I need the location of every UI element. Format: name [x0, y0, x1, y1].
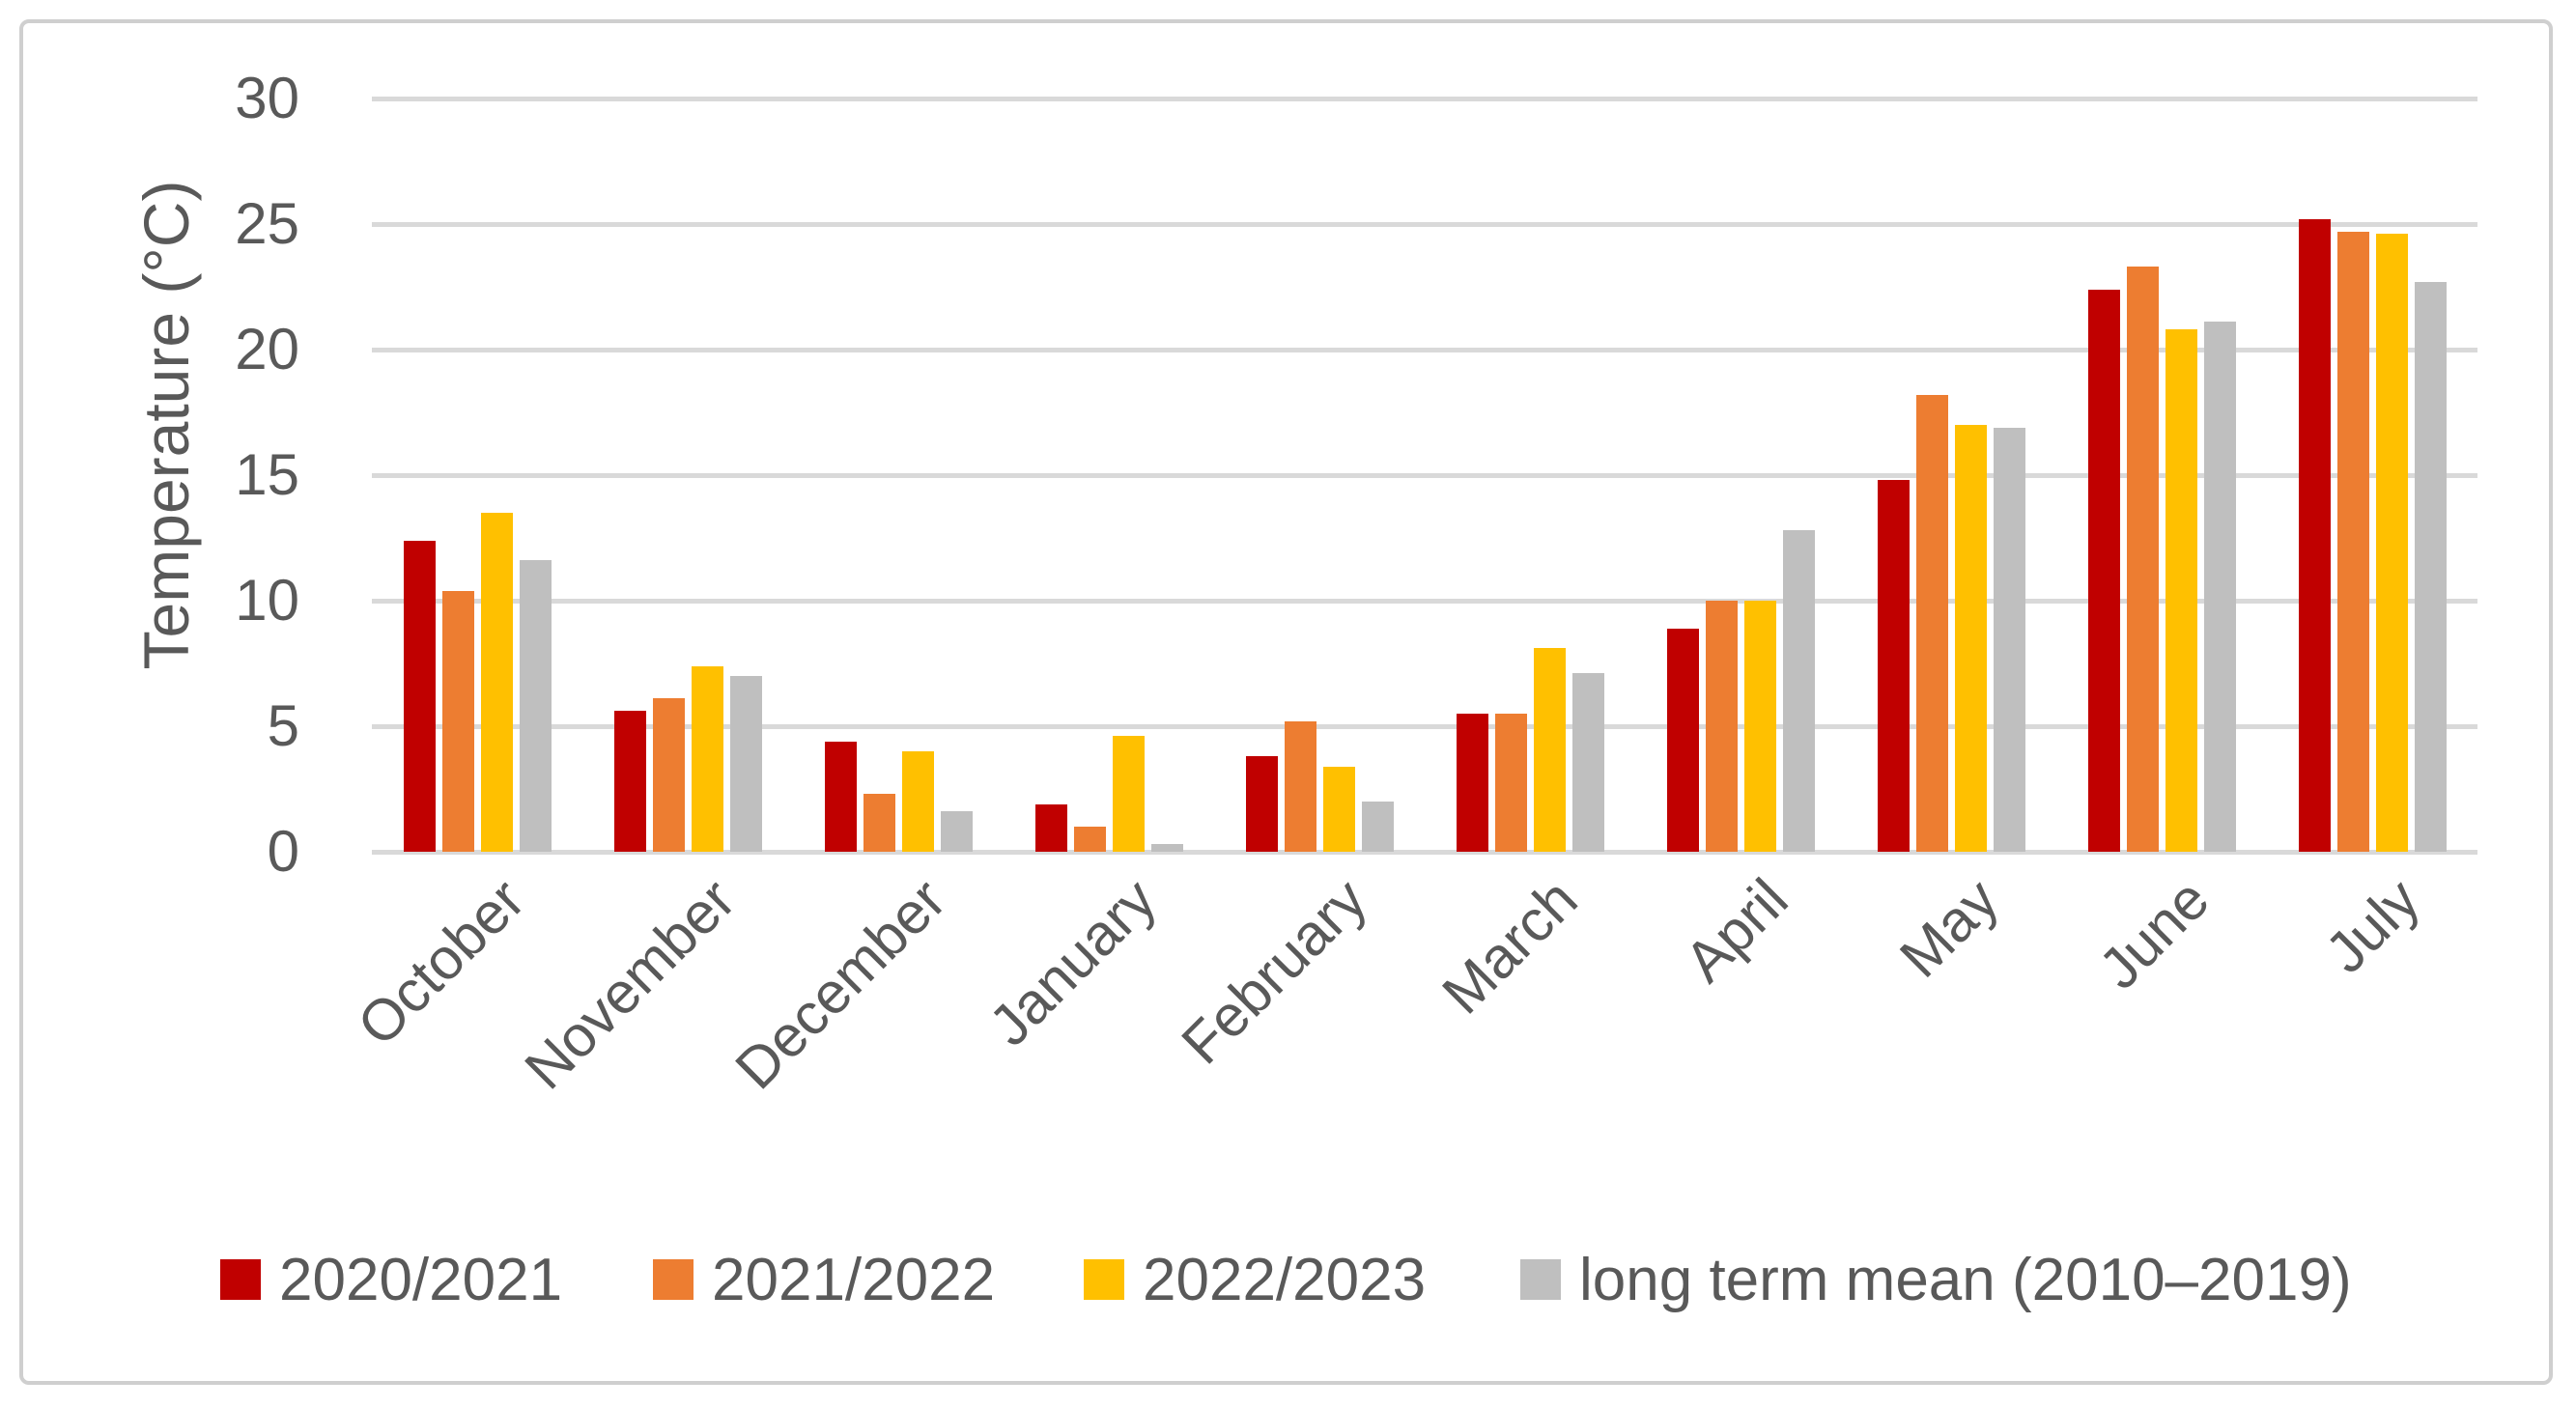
- bar-february-2021-2022: [1285, 721, 1316, 852]
- bar-january-2020-2021: [1035, 804, 1067, 852]
- bar-march-2022-2023: [1534, 648, 1566, 852]
- y-tick-label-10: 10: [235, 568, 299, 633]
- gridline-0: [372, 850, 2477, 855]
- bar-december-2020-2021: [825, 742, 857, 852]
- bar-july-2020-2021: [2299, 219, 2331, 852]
- gridline-15: [372, 473, 2477, 478]
- bar-october-2021-2022: [442, 591, 474, 852]
- bar-june-2022-2023: [2166, 329, 2197, 852]
- legend-label-2022-2023: 2022/2023: [1143, 1247, 1427, 1313]
- gridline-10: [372, 599, 2477, 604]
- y-tick-label-5: 5: [267, 693, 299, 758]
- legend-label-long-term-mean: long term mean (2010–2019): [1579, 1247, 2352, 1313]
- bar-november-2022-2023: [692, 666, 723, 852]
- bar-may-long-term-mean: [1994, 428, 2025, 852]
- bar-march-long-term-mean: [1572, 673, 1604, 852]
- bar-january-long-term-mean: [1151, 844, 1183, 852]
- legend-swatch-long-term-mean: [1520, 1259, 1561, 1300]
- bar-january-2022-2023: [1113, 736, 1145, 852]
- bar-june-2020-2021: [2088, 290, 2120, 852]
- y-axis-title: Temperature (°C): [130, 180, 202, 670]
- bar-january-2021-2022: [1074, 827, 1106, 852]
- bar-april-2021-2022: [1706, 601, 1738, 852]
- bar-october-2020-2021: [404, 541, 436, 852]
- bar-may-2021-2022: [1916, 395, 1948, 852]
- legend-label-2021-2022: 2021/2022: [712, 1247, 996, 1313]
- bar-december-long-term-mean: [941, 811, 973, 852]
- bar-march-2021-2022: [1495, 714, 1527, 852]
- bar-june-2021-2022: [2127, 267, 2159, 852]
- bar-november-2020-2021: [614, 711, 646, 852]
- gridline-25: [372, 222, 2477, 227]
- bar-february-long-term-mean: [1362, 802, 1394, 852]
- legend-swatch-2022-2023: [1084, 1259, 1124, 1300]
- y-tick-label-20: 20: [235, 317, 299, 381]
- bar-may-2020-2021: [1878, 480, 1910, 852]
- bar-march-2020-2021: [1457, 714, 1488, 852]
- bar-december-2022-2023: [902, 751, 934, 852]
- bar-july-2022-2023: [2376, 234, 2408, 852]
- bar-november-2021-2022: [653, 698, 685, 852]
- y-tick-label-15: 15: [235, 442, 299, 507]
- legend-swatch-2021-2022: [653, 1259, 694, 1300]
- gridline-20: [372, 348, 2477, 352]
- bar-october-long-term-mean: [520, 560, 552, 852]
- y-tick-label-25: 25: [235, 191, 299, 256]
- bar-april-2020-2021: [1667, 629, 1699, 852]
- gridline-5: [372, 724, 2477, 729]
- bar-december-2021-2022: [863, 794, 895, 852]
- y-tick-label-30: 30: [235, 66, 299, 130]
- y-tick-label-0: 0: [267, 819, 299, 884]
- bar-july-long-term-mean: [2415, 282, 2447, 852]
- bar-february-2022-2023: [1323, 767, 1355, 852]
- bar-june-long-term-mean: [2204, 322, 2236, 852]
- legend-swatch-2020-2021: [220, 1259, 261, 1300]
- bar-april-long-term-mean: [1783, 530, 1815, 852]
- bar-october-2022-2023: [481, 513, 513, 852]
- bar-april-2022-2023: [1744, 601, 1776, 852]
- bar-november-long-term-mean: [730, 676, 762, 852]
- bar-july-2021-2022: [2337, 232, 2369, 852]
- bar-february-2020-2021: [1246, 756, 1278, 852]
- gridline-30: [372, 97, 2477, 101]
- legend-label-2020-2021: 2020/2021: [279, 1247, 563, 1313]
- bar-may-2022-2023: [1955, 425, 1987, 852]
